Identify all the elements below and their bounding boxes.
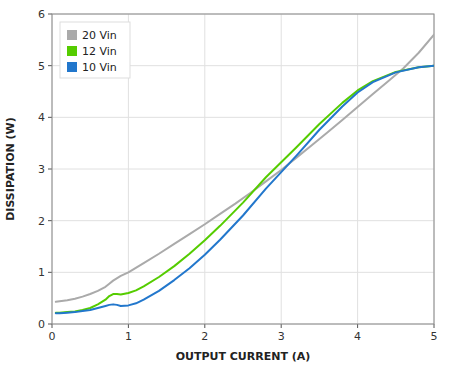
y-tick-label: 1 [38,266,45,279]
y-tick [48,220,52,221]
x-tick-label: 3 [278,330,285,343]
y-tick [48,65,52,66]
y-tick [48,14,52,15]
chart: 0 1 2 3 4 5 0 1 2 3 4 5 6 OUTPUT CURRENT (A) DISSIPATI… [0,0,450,370]
plot-frame [52,14,434,324]
x-tick-label: 0 [49,330,56,343]
x-tick [204,324,205,328]
x-tick [128,324,129,328]
legend-swatch [67,30,77,40]
y-tick-label: 0 [38,318,45,331]
series-line [56,66,434,313]
axes: 0 1 2 3 4 5 0 1 2 3 4 5 6 [38,8,438,343]
y-tick [48,324,52,325]
x-axis-label: OUTPUT CURRENT (A) [176,350,311,363]
y-tick [48,169,52,170]
legend-label: 12 Vin [82,45,117,58]
x-tick-label: 4 [354,330,361,343]
y-tick-label: 6 [38,8,45,21]
grid [52,14,434,324]
x-tick [434,324,435,328]
y-tick-label: 2 [38,215,45,228]
background [0,0,450,370]
legend: 20 Vin 12 Vin 10 Vin [60,22,130,78]
legend-label: 10 Vin [82,61,117,74]
legend-swatch [67,46,77,56]
y-grid-line [52,272,434,273]
y-tick-label: 3 [38,163,45,176]
y-tick [48,117,52,118]
y-tick-label: 4 [38,111,45,124]
x-tick-label: 2 [201,330,208,343]
legend-swatch [67,62,77,72]
legend-label: 20 Vin [82,29,117,42]
y-grid-line [52,117,434,118]
legend-box [60,22,130,78]
y-tick [48,272,52,273]
x-tick [281,324,282,328]
series-line [56,66,434,313]
y-axis-label: DISSIPATION (W) [4,117,17,221]
y-tick-label: 5 [38,60,45,73]
y-grid-line [52,169,434,170]
x-tick-label: 5 [431,330,438,343]
x-tick [52,324,53,328]
x-tick-label: 1 [125,330,132,343]
x-tick [357,324,358,328]
y-grid-line [52,220,434,221]
